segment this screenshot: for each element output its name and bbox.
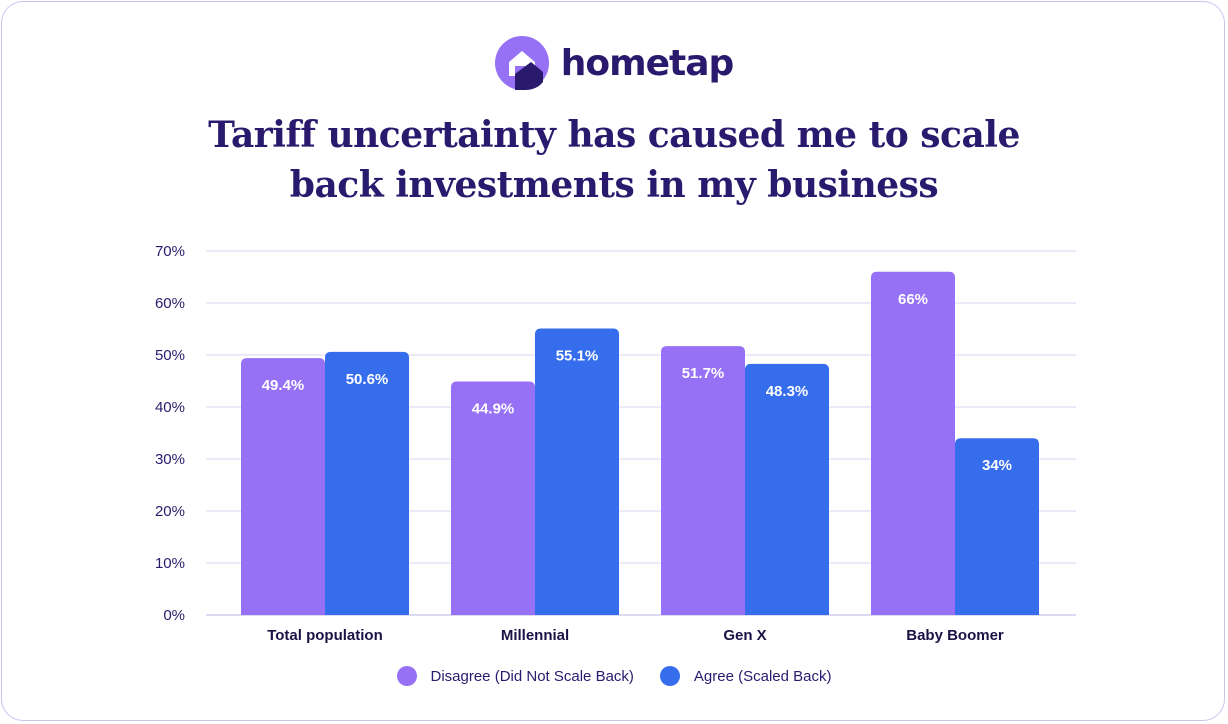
bar-disagree — [451, 381, 535, 615]
legend-swatch-agree — [659, 666, 680, 686]
chart-title-line-1: Tariff uncertainty has caused me to scal… — [208, 114, 1020, 156]
bars: 49.4% 50.6% 44.9% 55.1% 51.7% 48.3% 66% 34% — [241, 271, 1039, 615]
y-tick-label: 60% — [155, 295, 185, 312]
legend: Disagree (Did Not Scale Back) Agree (Sca… — [0, 666, 1228, 686]
y-tick-label: 0% — [163, 607, 185, 624]
data-label: 66% — [898, 291, 928, 308]
x-tick-label: Baby Boomer — [906, 627, 1004, 644]
brand-name: hometap — [560, 42, 735, 84]
data-label: 44.9% — [472, 401, 515, 418]
chart-title: Tariff uncertainty has caused me to scal… — [0, 110, 1228, 210]
legend-label-agree: Agree (Scaled Back) — [693, 667, 832, 685]
y-tick-label: 70% — [155, 243, 185, 260]
bar-disagree — [661, 346, 745, 615]
y-tick-label: 50% — [155, 347, 185, 364]
bar-chart: 0% 10% 20% 30% 40% 50% 60% 70% 49.4% 50.6% 44.9% 5… — [155, 243, 1076, 644]
data-label: 34% — [982, 457, 1012, 474]
data-label: 49.4% — [262, 377, 305, 394]
bar-disagree — [871, 271, 955, 615]
y-tick-label: 40% — [155, 399, 185, 416]
x-axis: Total population Millennial Gen X Baby Boom… — [267, 627, 1004, 644]
data-label: 51.7% — [682, 365, 725, 382]
y-tick-label: 30% — [155, 451, 185, 468]
bar-agree — [535, 328, 619, 615]
data-label: 55.1% — [556, 347, 599, 364]
legend-label-disagree: Disagree (Did Not Scale Back) — [430, 667, 634, 685]
house-circle-icon — [494, 36, 549, 90]
brand-logo: hometap — [0, 36, 1228, 90]
y-tick-label: 20% — [155, 503, 185, 520]
legend-item-disagree: Disagree (Did Not Scale Back) — [396, 666, 634, 686]
x-tick-label: Gen X — [723, 627, 766, 644]
legend-swatch-disagree — [396, 666, 417, 686]
x-tick-label: Total population — [267, 627, 383, 644]
bar-agree — [745, 363, 829, 615]
data-label: 50.6% — [346, 371, 389, 388]
y-axis: 0% 10% 20% 30% 40% 50% 60% 70% — [155, 243, 185, 624]
y-tick-label: 10% — [155, 555, 185, 572]
bar-agree — [955, 438, 1039, 615]
data-label: 48.3% — [766, 383, 809, 400]
legend-item-agree: Agree (Scaled Back) — [659, 666, 832, 686]
chart-title-line-2: back investments in my business — [289, 164, 939, 206]
bar-agree — [325, 351, 409, 615]
bar-disagree — [241, 358, 325, 615]
x-tick-label: Millennial — [501, 627, 569, 644]
